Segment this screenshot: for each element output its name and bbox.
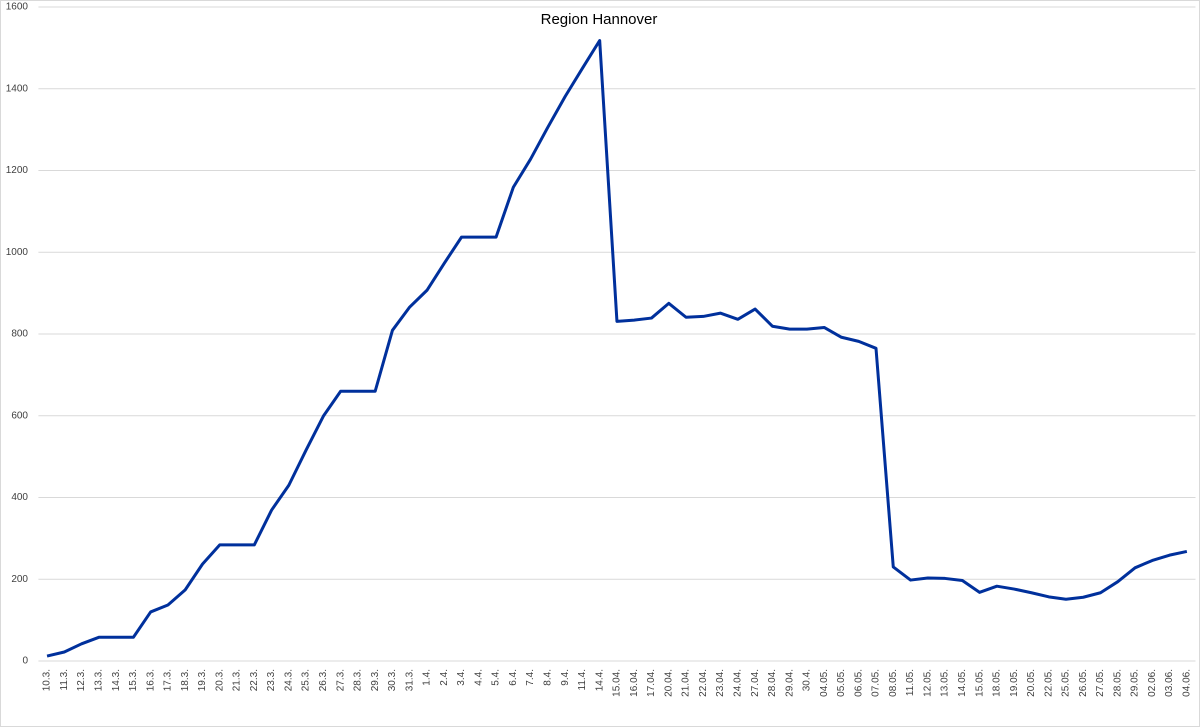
x-tick-label: 15.05.: [974, 669, 985, 697]
y-tick-label: 200: [11, 574, 28, 585]
x-tick-label: 10.3.: [42, 669, 53, 691]
x-tick-label: 16.04.: [629, 669, 640, 697]
x-tick-label: 21.04.: [681, 669, 692, 697]
x-tick-label: 28.3.: [353, 669, 364, 691]
x-tick-label: 08.05.: [888, 669, 899, 697]
y-tick-label: 1400: [6, 83, 29, 94]
x-tick-label: 4.4.: [473, 669, 484, 686]
x-tick-label: 26.3.: [318, 669, 329, 691]
x-tick-label: 17.3.: [163, 669, 174, 691]
x-tick-label: 11.05.: [905, 669, 916, 696]
x-tick-label: 06.05.: [853, 669, 864, 697]
y-tick-label: 1600: [6, 2, 29, 13]
x-tick-label: 13.3.: [93, 669, 104, 691]
x-tick-label: 9.4.: [560, 669, 571, 686]
x-tick-label: 20.3.: [214, 669, 225, 691]
y-tick-label: 1000: [6, 247, 29, 258]
x-tick-label: 27.3.: [335, 669, 346, 691]
x-tick-label: 14.05.: [957, 669, 968, 697]
x-tick-label: 1.4.: [422, 669, 433, 686]
x-tick-label: 30.3.: [387, 669, 398, 691]
y-tick-label: 800: [11, 329, 28, 340]
x-tick-label: 11.4.: [577, 669, 588, 691]
x-tick-label: 03.06.: [1164, 669, 1175, 697]
x-tick-label: 6.4.: [508, 669, 519, 686]
x-tick-label: 27.04.: [750, 669, 761, 697]
x-tick-label: 23.3.: [266, 669, 277, 691]
x-tick-label: 28.05.: [1112, 669, 1123, 697]
y-tick-label: 1200: [6, 165, 29, 176]
x-tick-label: 29.04.: [784, 669, 795, 697]
x-tick-label: 8.4.: [543, 669, 554, 686]
x-tick-label: 7.4.: [525, 669, 536, 686]
x-tick-label: 20.04.: [663, 669, 674, 697]
x-tick-label: 07.05.: [871, 669, 882, 697]
x-tick-label: 28.04.: [767, 669, 778, 697]
y-tick-label: 0: [22, 656, 28, 667]
y-tick-label: 600: [11, 410, 28, 421]
y-tick-label: 400: [11, 492, 28, 503]
x-tick-label: 3.4.: [456, 669, 467, 686]
x-tick-label: 18.3.: [180, 669, 191, 691]
x-tick-label: 12.05.: [922, 669, 933, 697]
x-tick-label: 20.05.: [1026, 669, 1037, 697]
x-tick-label: 29.05.: [1130, 669, 1141, 697]
x-tick-label: 29.3.: [370, 669, 381, 691]
x-tick-label: 14.4.: [594, 669, 605, 691]
x-tick-label: 17.04.: [646, 669, 657, 697]
x-tick-label: 12.3.: [76, 669, 87, 691]
x-tick-label: 05.05.: [836, 669, 847, 697]
x-tick-label: 02.06.: [1147, 669, 1158, 697]
x-tick-label: 19.05.: [1009, 669, 1020, 697]
x-tick-label: 27.05.: [1095, 669, 1106, 697]
x-tick-label: 16.3.: [145, 669, 156, 691]
x-tick-label: 26.05.: [1078, 669, 1089, 697]
x-tick-label: 11.3.: [59, 669, 70, 691]
x-tick-label: 5.4.: [491, 669, 502, 686]
x-tick-label: 18.05.: [992, 669, 1003, 697]
x-tick-label: 31.3.: [404, 669, 415, 691]
x-tick-label: 15.04.: [612, 669, 623, 697]
x-tick-label: 22.3.: [249, 669, 260, 691]
x-tick-label: 23.04.: [715, 669, 726, 697]
x-tick-label: 24.04.: [732, 669, 743, 697]
x-tick-label: 14.3.: [111, 669, 122, 691]
x-tick-label: 24.3.: [283, 669, 294, 691]
x-tick-label: 04.06.: [1182, 669, 1193, 697]
x-tick-label: 19.3.: [197, 669, 208, 691]
x-tick-label: 25.05.: [1061, 669, 1072, 697]
x-tick-label: 22.05.: [1043, 669, 1054, 697]
x-tick-label: 13.05.: [940, 669, 951, 697]
chart-title: Region Hannover: [541, 11, 658, 28]
x-tick-label: 04.05.: [819, 669, 830, 697]
x-tick-label: 2.4.: [439, 669, 450, 686]
x-tick-label: 21.3.: [232, 669, 243, 691]
x-tick-label: 22.04.: [698, 669, 709, 697]
x-tick-label: 15.3.: [128, 669, 139, 691]
x-tick-label: 25.3.: [301, 669, 312, 691]
data-line: [46, 39, 1188, 658]
x-tick-label: 30.4.: [802, 669, 813, 691]
